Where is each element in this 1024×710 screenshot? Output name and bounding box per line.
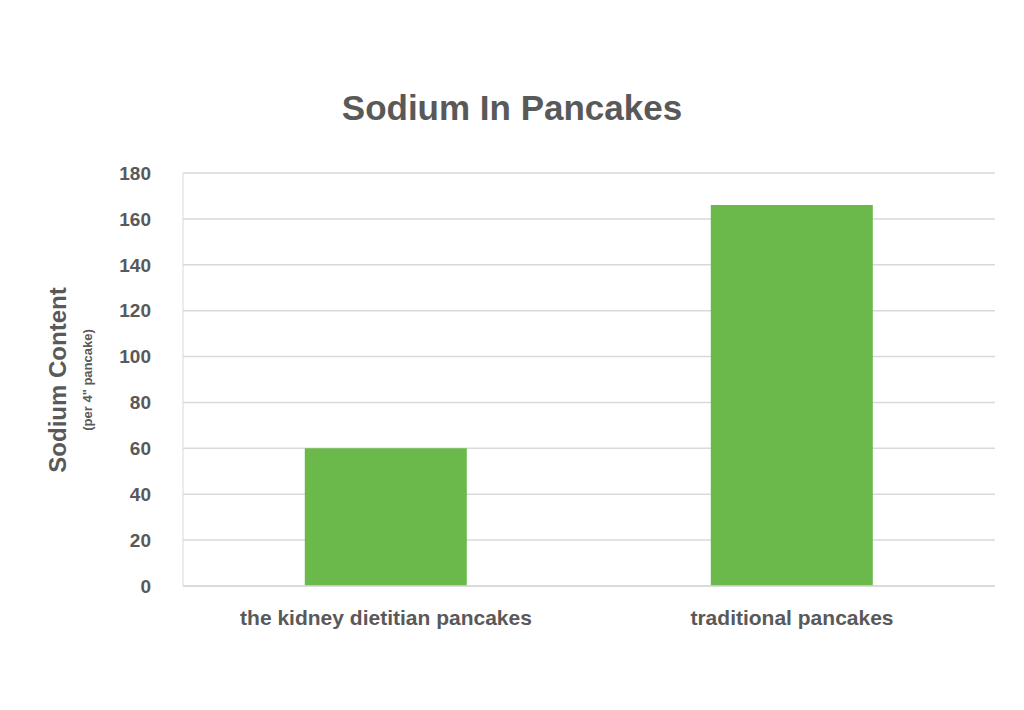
svg-text:80: 80 [130,392,151,413]
svg-text:100: 100 [119,346,151,367]
svg-text:Sodium In Pancakes: Sodium In Pancakes [342,88,682,127]
svg-text:Sodium Content: Sodium Content [44,287,71,472]
svg-text:the kidney dietitian pancakes: the kidney dietitian pancakes [240,606,532,629]
svg-text:160: 160 [119,209,151,230]
svg-text:(per 4" pancake): (per 4" pancake) [80,329,95,431]
svg-text:0: 0 [140,576,151,597]
svg-text:20: 20 [130,530,151,551]
svg-text:140: 140 [119,255,151,276]
svg-text:traditional pancakes: traditional pancakes [690,606,893,629]
svg-text:120: 120 [119,300,151,321]
svg-text:40: 40 [130,484,151,505]
svg-text:180: 180 [119,163,151,184]
svg-text:60: 60 [130,438,151,459]
